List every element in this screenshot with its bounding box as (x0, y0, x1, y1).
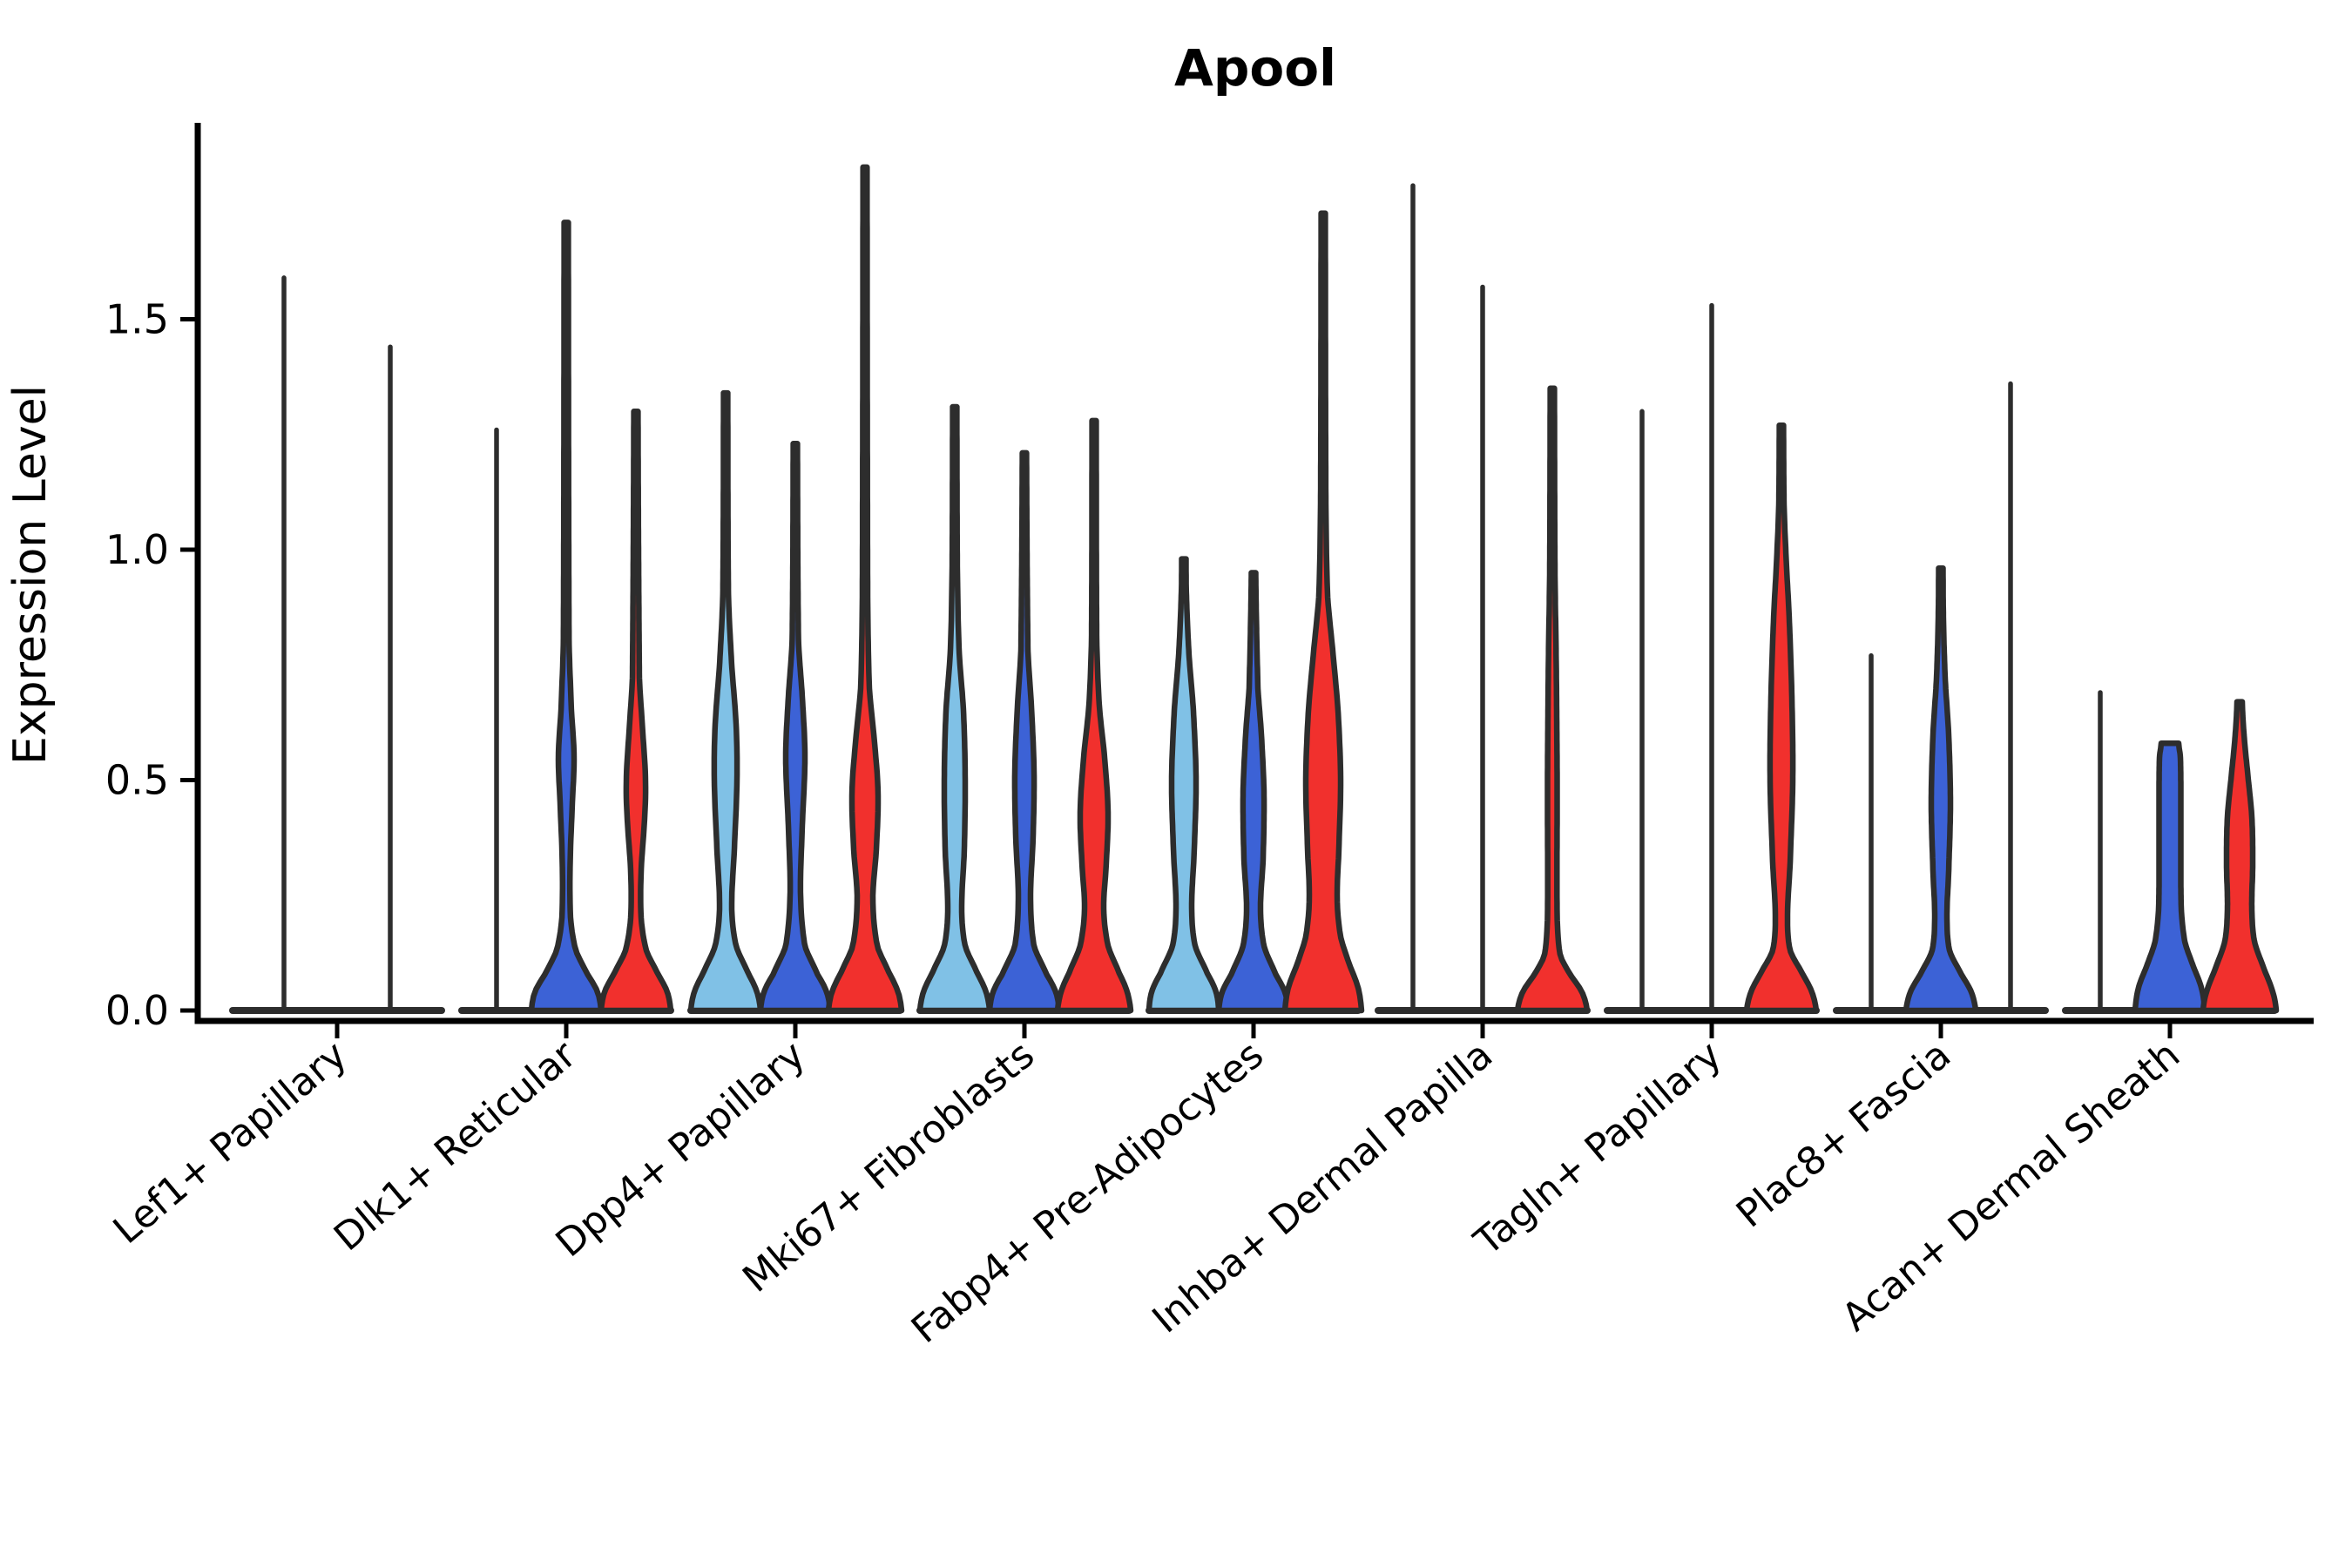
y-tick-label: 1.0 (105, 526, 169, 573)
violin-blue (528, 220, 605, 1014)
violin-group-8: Acan+ Dermal Sheath (1834, 690, 2280, 1340)
violin-red (1514, 385, 1591, 1014)
violin-group-6: Tagln+ Papillary (1465, 302, 1820, 1265)
violin-red (2200, 699, 2280, 1014)
violin-red (1743, 422, 1820, 1014)
violin-light_blue (687, 389, 764, 1014)
violin-blue (986, 449, 1063, 1014)
violin-red (1281, 210, 1365, 1014)
violin-red (1054, 417, 1134, 1014)
x-tick-label: Dlk1+ Reticular (326, 1032, 585, 1260)
violin-blue (757, 441, 834, 1014)
y-tick-label: 0.5 (105, 757, 169, 804)
violin-red (598, 409, 674, 1014)
violin-blue (1215, 570, 1292, 1014)
y-tick-label: 0.0 (105, 987, 169, 1034)
violin-group-1: Dlk1+ Reticular (326, 220, 674, 1260)
violin-light_blue (916, 403, 993, 1014)
y-axis-label: Expression Level (4, 385, 57, 765)
violin-light_blue (1146, 556, 1222, 1014)
violin-group-4: Fabp4+ Pre-Adipocytes (903, 210, 1365, 1352)
chart-title: Apool (1174, 38, 1336, 98)
x-tick-label: Tagln+ Papillary (1465, 1032, 1730, 1264)
violin-blue (1903, 564, 1979, 1014)
violin-red (825, 164, 905, 1014)
x-tick-label: Lef1+ Papillary (105, 1032, 355, 1253)
y-tick-label: 1.5 (105, 296, 169, 343)
violin-group-5: Inhba+ Dermal Papilla (1144, 183, 1591, 1342)
violin-group-2: Dpp4+ Papillary (548, 164, 905, 1266)
violin-blue (2132, 740, 2208, 1014)
x-tick-label: Dpp4+ Papillary (548, 1032, 814, 1266)
x-tick-label: Plac8+ Fascia (1728, 1032, 1959, 1236)
